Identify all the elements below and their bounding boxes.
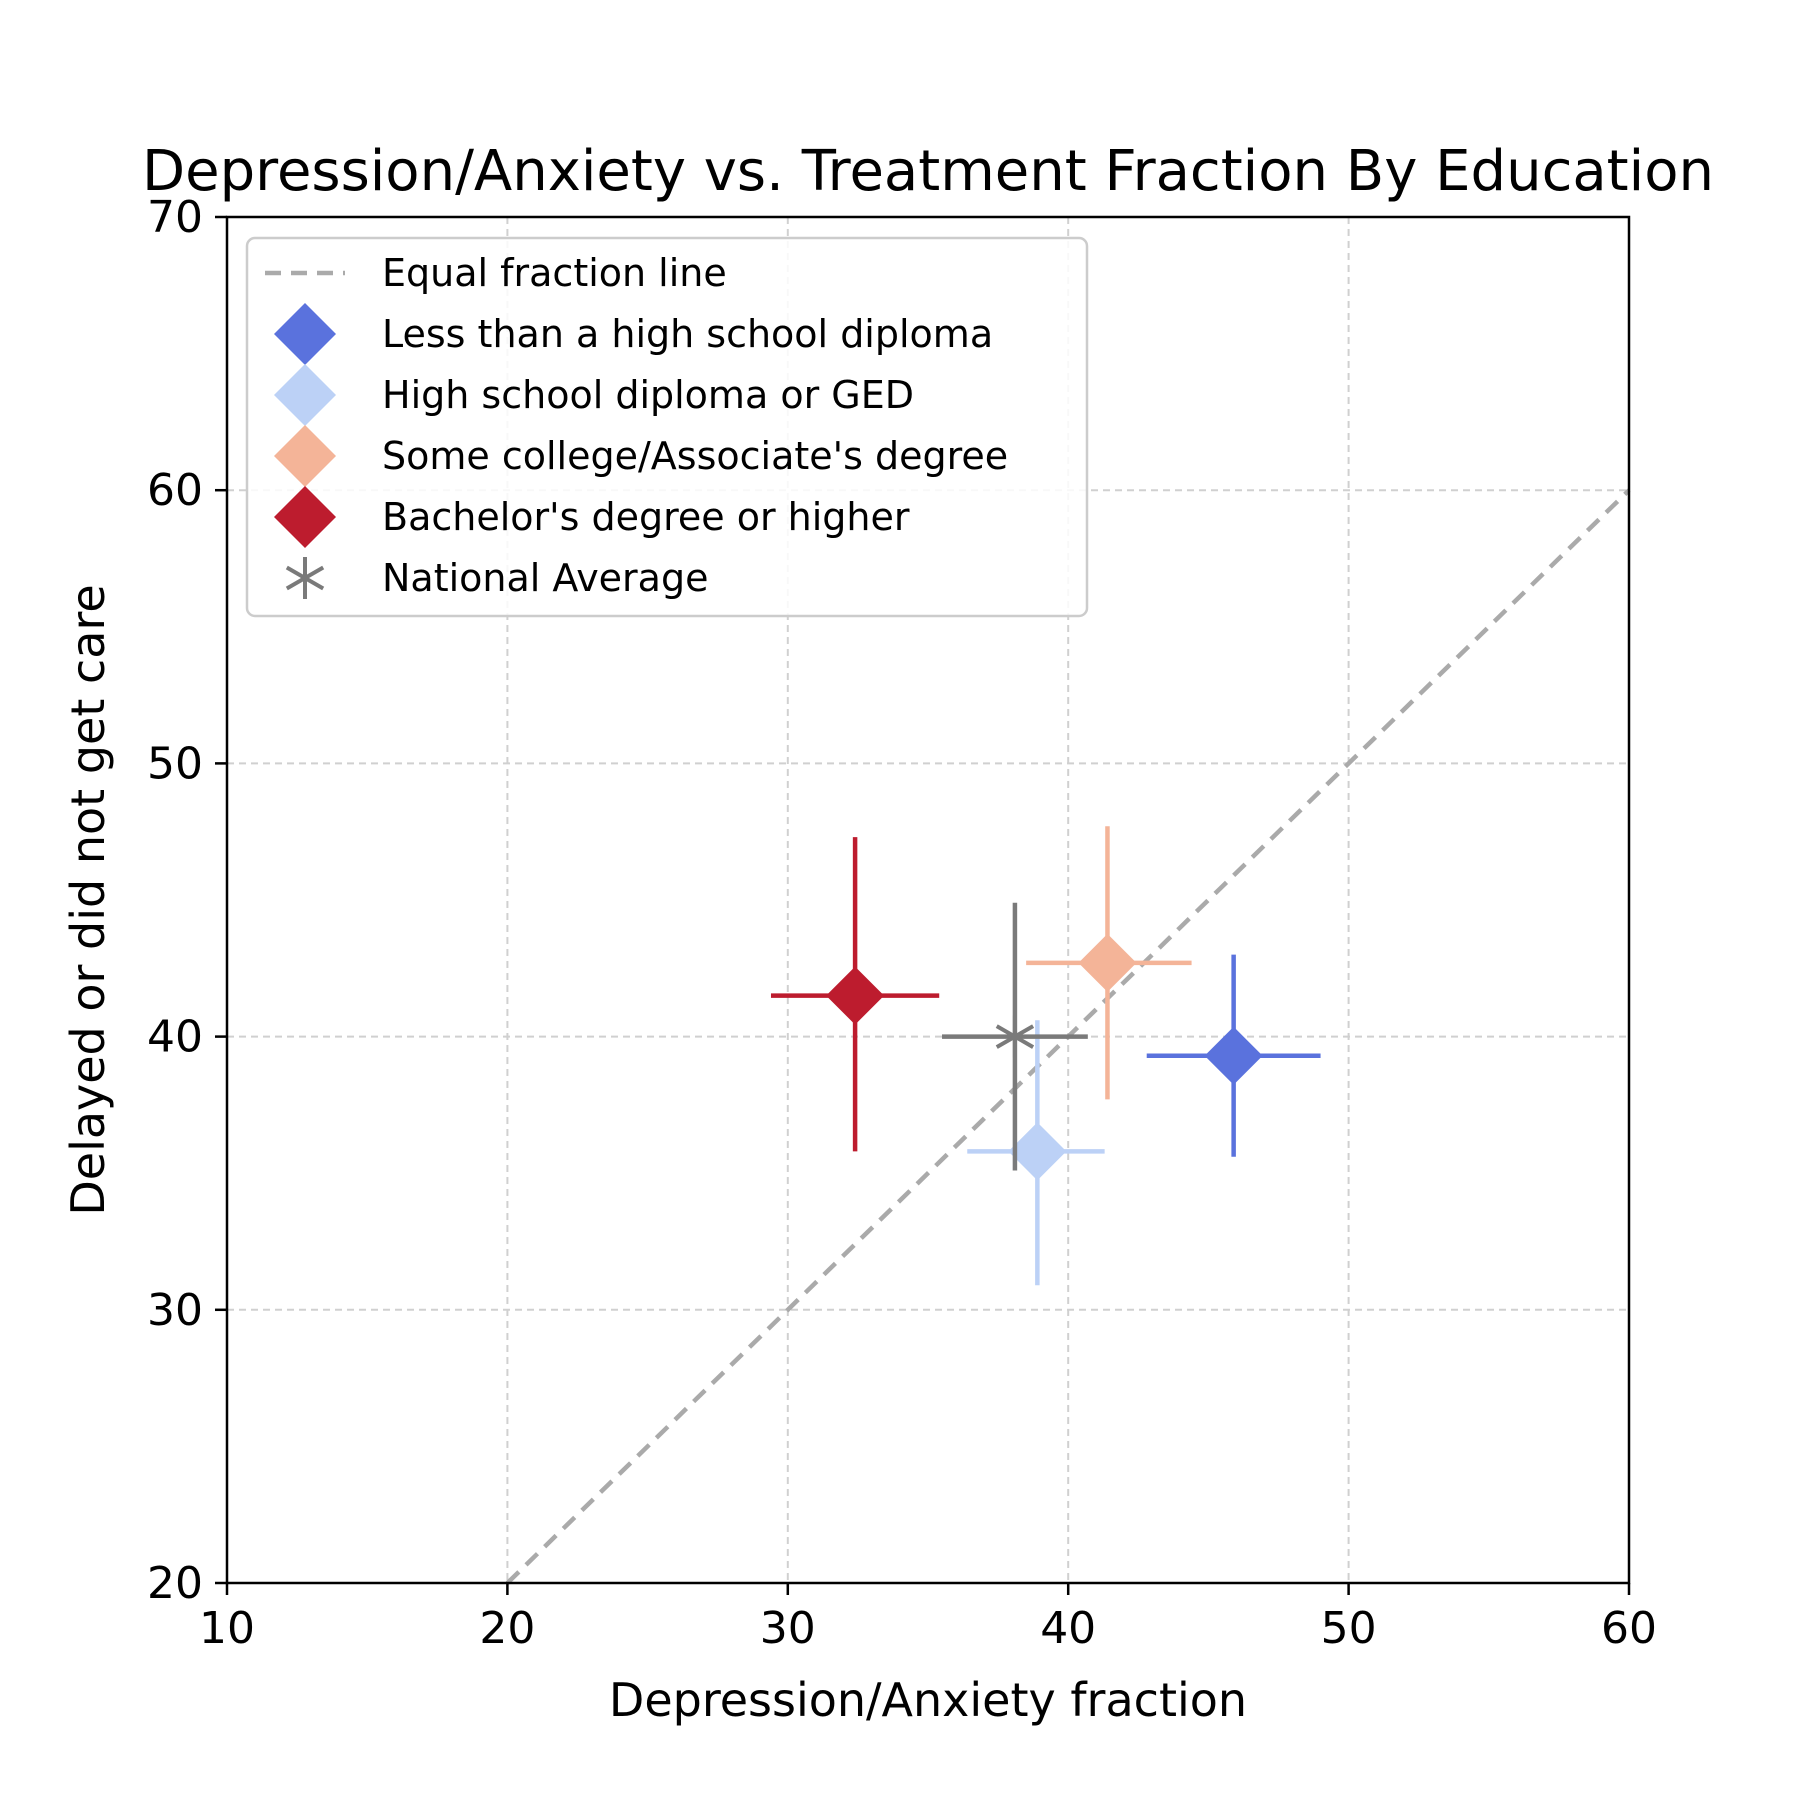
x-tick-label: 50	[1321, 1603, 1377, 1654]
y-tick-label: 20	[147, 1558, 203, 1609]
data-point-diamond	[1008, 1122, 1067, 1181]
y-tick-label: 30	[147, 1285, 203, 1336]
x-tick-label: 40	[1040, 1603, 1096, 1654]
legend-asterisk-icon	[285, 557, 325, 599]
legend-box	[245, 236, 1089, 618]
legend-label: Bachelor's degree or higher	[382, 495, 910, 539]
x-tick-label: 10	[199, 1603, 255, 1654]
plot-frame	[225, 215, 1631, 1585]
legend: Equal fraction line Less than a high scho…	[245, 236, 1089, 618]
data-point-diamond	[1078, 933, 1137, 992]
x-tick-label: 60	[1601, 1603, 1657, 1654]
legend-label: Less than a high school diploma	[382, 312, 993, 356]
y-tick-label: 50	[147, 738, 203, 789]
legend-diamond-icon	[274, 364, 336, 426]
data-point-asterisk	[995, 1015, 1035, 1058]
series-point	[967, 1020, 1105, 1286]
legend-diamond-icon	[274, 303, 336, 365]
data-point-diamond	[1204, 1026, 1263, 1085]
series-point	[770, 837, 940, 1152]
asterisk-stroke	[285, 565, 325, 591]
chart-title: Depression/Anxiety vs. Treatment Fractio…	[142, 139, 1714, 204]
legend-diamond-icon	[274, 425, 336, 487]
series-point	[942, 902, 1088, 1171]
series-point	[1026, 826, 1192, 1100]
asterisk-stroke	[995, 1024, 1035, 1049]
y-tick-label: 70	[147, 192, 203, 243]
y-tick-label: 60	[147, 465, 203, 516]
plot-series	[770, 826, 1321, 1286]
legend-label: National Average	[382, 556, 708, 600]
data-point-diamond	[826, 966, 885, 1025]
series-point	[1146, 954, 1321, 1157]
x-tick-label: 20	[479, 1603, 535, 1654]
y-tick-label: 40	[147, 1012, 203, 1063]
legend-diamond-icon	[274, 486, 336, 548]
legend-label: High school diploma or GED	[382, 373, 914, 417]
x-tick-label: 30	[760, 1603, 816, 1654]
legend-label: Equal fraction line	[382, 251, 727, 295]
y-axis-label: Delayed or did not get care	[61, 584, 115, 1215]
legend-label: Some college/Associate's degree	[382, 434, 1008, 478]
x-axis-label: Depression/Anxiety fraction	[609, 1673, 1247, 1727]
